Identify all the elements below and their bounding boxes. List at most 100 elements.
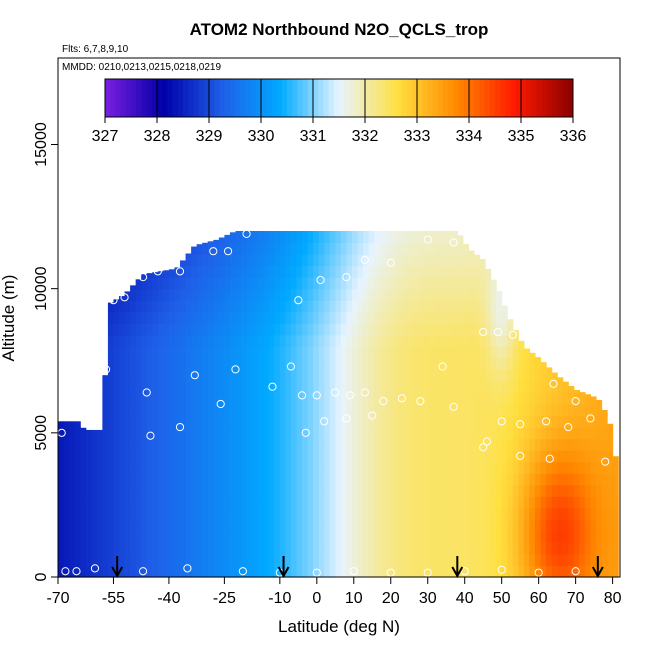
heatmap-cell <box>440 415 447 428</box>
heatmap-cell <box>96 542 103 555</box>
heatmap-cell <box>141 392 148 405</box>
observation-point <box>301 428 310 437</box>
heatmap-cell <box>252 450 259 463</box>
heatmap-cell <box>290 311 298 324</box>
heatmap-cell <box>268 323 275 336</box>
heatmap-cell <box>379 507 386 520</box>
colorbar-band <box>172 79 179 117</box>
heatmap-cell <box>412 254 420 267</box>
heatmap-cell <box>285 404 292 417</box>
heatmap-cell <box>146 404 153 417</box>
heatmap-cell <box>279 530 286 543</box>
heatmap-cell <box>113 299 120 301</box>
heatmap-cell <box>595 399 603 405</box>
heatmap-cell <box>119 415 126 428</box>
heatmap-cell <box>551 473 558 486</box>
heatmap-cell <box>268 404 275 417</box>
heatmap-cell <box>368 507 375 520</box>
heatmap-cell <box>174 507 181 520</box>
heatmap-cell <box>279 415 286 428</box>
heatmap-cell <box>385 519 392 532</box>
observation-point <box>564 422 573 432</box>
heatmap-cell <box>468 553 475 567</box>
heatmap-cell <box>235 357 242 370</box>
heatmap-cell <box>485 496 492 509</box>
heatmap-cell <box>229 553 237 567</box>
heatmap-cell <box>257 530 264 543</box>
heatmap-cell <box>85 438 92 451</box>
heatmap-cell <box>285 565 292 578</box>
observation-point <box>482 437 491 446</box>
heatmap-cell <box>407 542 414 555</box>
heatmap-cell <box>457 415 464 428</box>
colorbar-band <box>422 79 428 117</box>
heatmap-cell <box>435 507 442 520</box>
heatmap-cell <box>246 369 253 382</box>
heatmap-cell <box>91 461 98 474</box>
heatmap-cell <box>174 427 181 440</box>
heatmap-cell <box>440 346 447 359</box>
heatmap-cell <box>168 415 176 428</box>
heatmap-cell <box>85 496 92 509</box>
heatmap-cell <box>518 450 525 463</box>
heatmap-cell <box>307 357 314 370</box>
heatmap-cell <box>285 242 292 255</box>
heatmap-cell <box>202 392 209 405</box>
heatmap-cell <box>451 507 458 520</box>
heatmap-cell <box>174 357 181 370</box>
heatmap-cell <box>357 311 364 324</box>
heatmap-cell <box>490 519 497 532</box>
heatmap-cell <box>279 542 286 555</box>
heatmap-cell <box>257 380 264 394</box>
heatmap-cell <box>207 346 214 359</box>
heatmap-cell <box>418 288 425 301</box>
heatmap-cell <box>374 231 381 244</box>
heatmap-cell <box>595 415 603 428</box>
heatmap-cell <box>135 392 142 405</box>
heatmap-cell <box>368 380 375 394</box>
heatmap-cell <box>590 427 597 440</box>
heatmap-cell <box>229 254 237 267</box>
heatmap-cell <box>507 507 514 520</box>
heatmap-cell <box>335 415 342 428</box>
heatmap-cell <box>202 496 209 509</box>
heatmap-cell <box>490 473 497 486</box>
heatmap-cell <box>69 507 76 520</box>
heatmap-cell <box>279 473 286 486</box>
heatmap-cell <box>218 369 225 382</box>
heatmap-cell <box>152 519 159 532</box>
heatmap-cell <box>224 530 231 543</box>
heatmap-cell <box>191 565 198 578</box>
heatmap-cell <box>429 473 436 486</box>
heatmap-cell <box>496 323 503 336</box>
heatmap-cell <box>257 254 264 267</box>
heatmap-cell <box>485 334 492 347</box>
heatmap-cell <box>357 231 364 244</box>
heatmap-cell <box>241 254 248 267</box>
heatmap-cell <box>462 357 470 370</box>
heatmap-cell <box>534 392 542 405</box>
heatmap-cell <box>113 311 120 324</box>
heatmap-cell <box>191 277 198 290</box>
heatmap-cell <box>551 450 558 463</box>
heatmap-cell <box>102 507 109 520</box>
heatmap-cell <box>601 450 608 463</box>
heatmap-cell <box>119 392 126 405</box>
heatmap-cell <box>390 323 397 336</box>
observation-point <box>438 362 447 371</box>
heatmap-cell <box>335 565 342 578</box>
heatmap-cell <box>363 404 370 417</box>
heatmap-cell <box>274 415 281 428</box>
heatmap-cell <box>296 438 303 451</box>
heatmap-cell <box>590 484 597 497</box>
heatmap-cell <box>180 553 187 567</box>
heatmap-cell <box>107 530 115 543</box>
heatmap-cell <box>152 473 159 486</box>
heatmap-cell <box>363 473 370 486</box>
heatmap-cell <box>379 542 386 555</box>
observation-point <box>109 296 118 305</box>
heatmap-cell <box>96 519 103 532</box>
heatmap-cell <box>324 323 331 336</box>
observation-point <box>238 567 247 576</box>
heatmap-cell <box>546 369 553 382</box>
